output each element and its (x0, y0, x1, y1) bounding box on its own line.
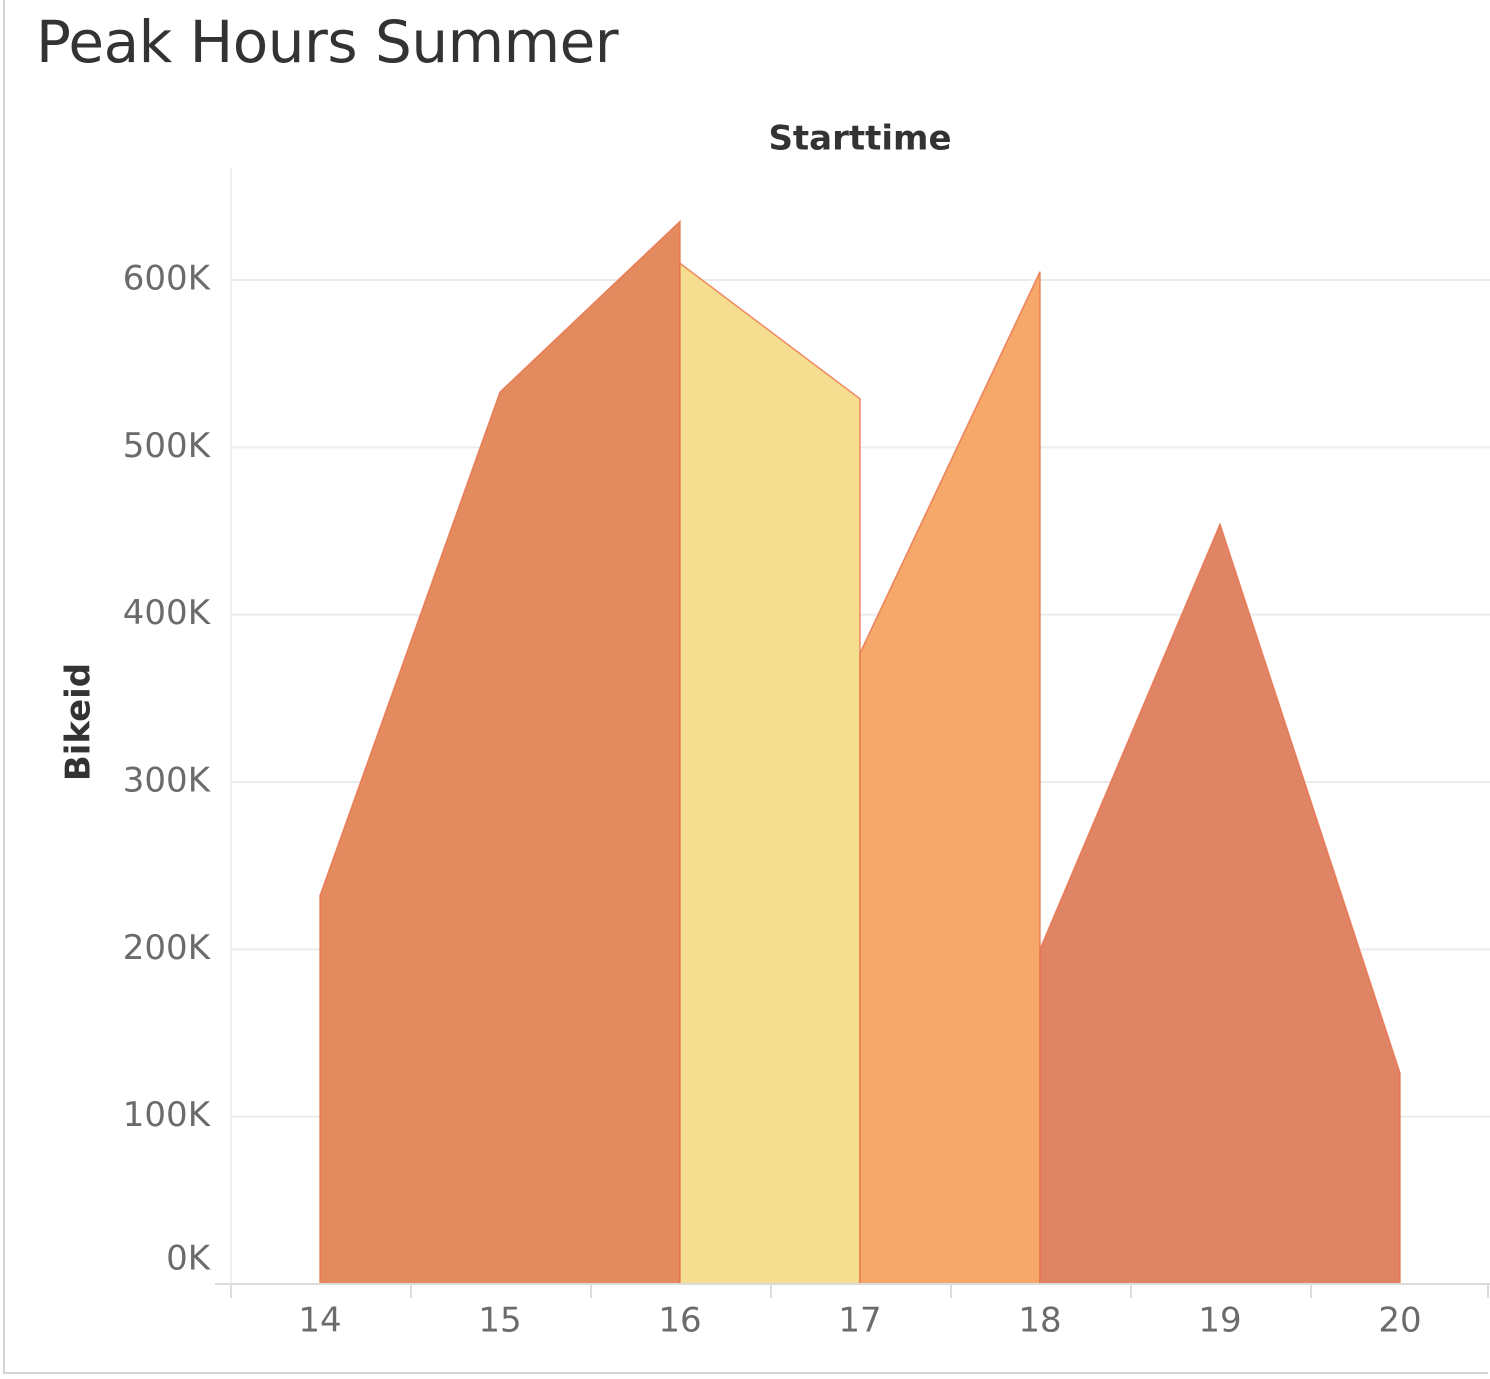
y-tick-label: 300K (123, 761, 212, 801)
area-outline-4 (1039, 522, 1401, 1284)
chart-frame (3, 0, 1488, 1374)
chart-title: Peak Hours Summer (36, 8, 619, 76)
y-tick-label: 500K (123, 426, 212, 466)
y-tick-label: 400K (123, 593, 212, 633)
x-axis-title: Starttime (768, 119, 951, 159)
x-tick-label: 20 (1378, 1301, 1421, 1341)
area-segment-1 (320, 221, 680, 1284)
area-segment-2 (680, 263, 860, 1284)
y-tick-label: 200K (123, 928, 212, 968)
y-tick-label: 600K (123, 259, 212, 299)
x-tick-label: 16 (658, 1301, 701, 1341)
y-axis-title: Bikeid (59, 663, 99, 781)
area-outline-3 (859, 271, 1041, 1284)
x-tick-label: 14 (298, 1301, 341, 1341)
area-segment-3 (860, 271, 1040, 1285)
x-tick-label: 15 (478, 1301, 521, 1341)
y-tick-label: 0K (166, 1239, 212, 1279)
y-tick-label: 100K (123, 1095, 212, 1135)
x-tick-label: 17 (838, 1301, 881, 1341)
x-tick-label: 19 (1198, 1301, 1241, 1341)
x-tick-label: 18 (1018, 1301, 1061, 1341)
area-segment-4 (1040, 524, 1400, 1284)
